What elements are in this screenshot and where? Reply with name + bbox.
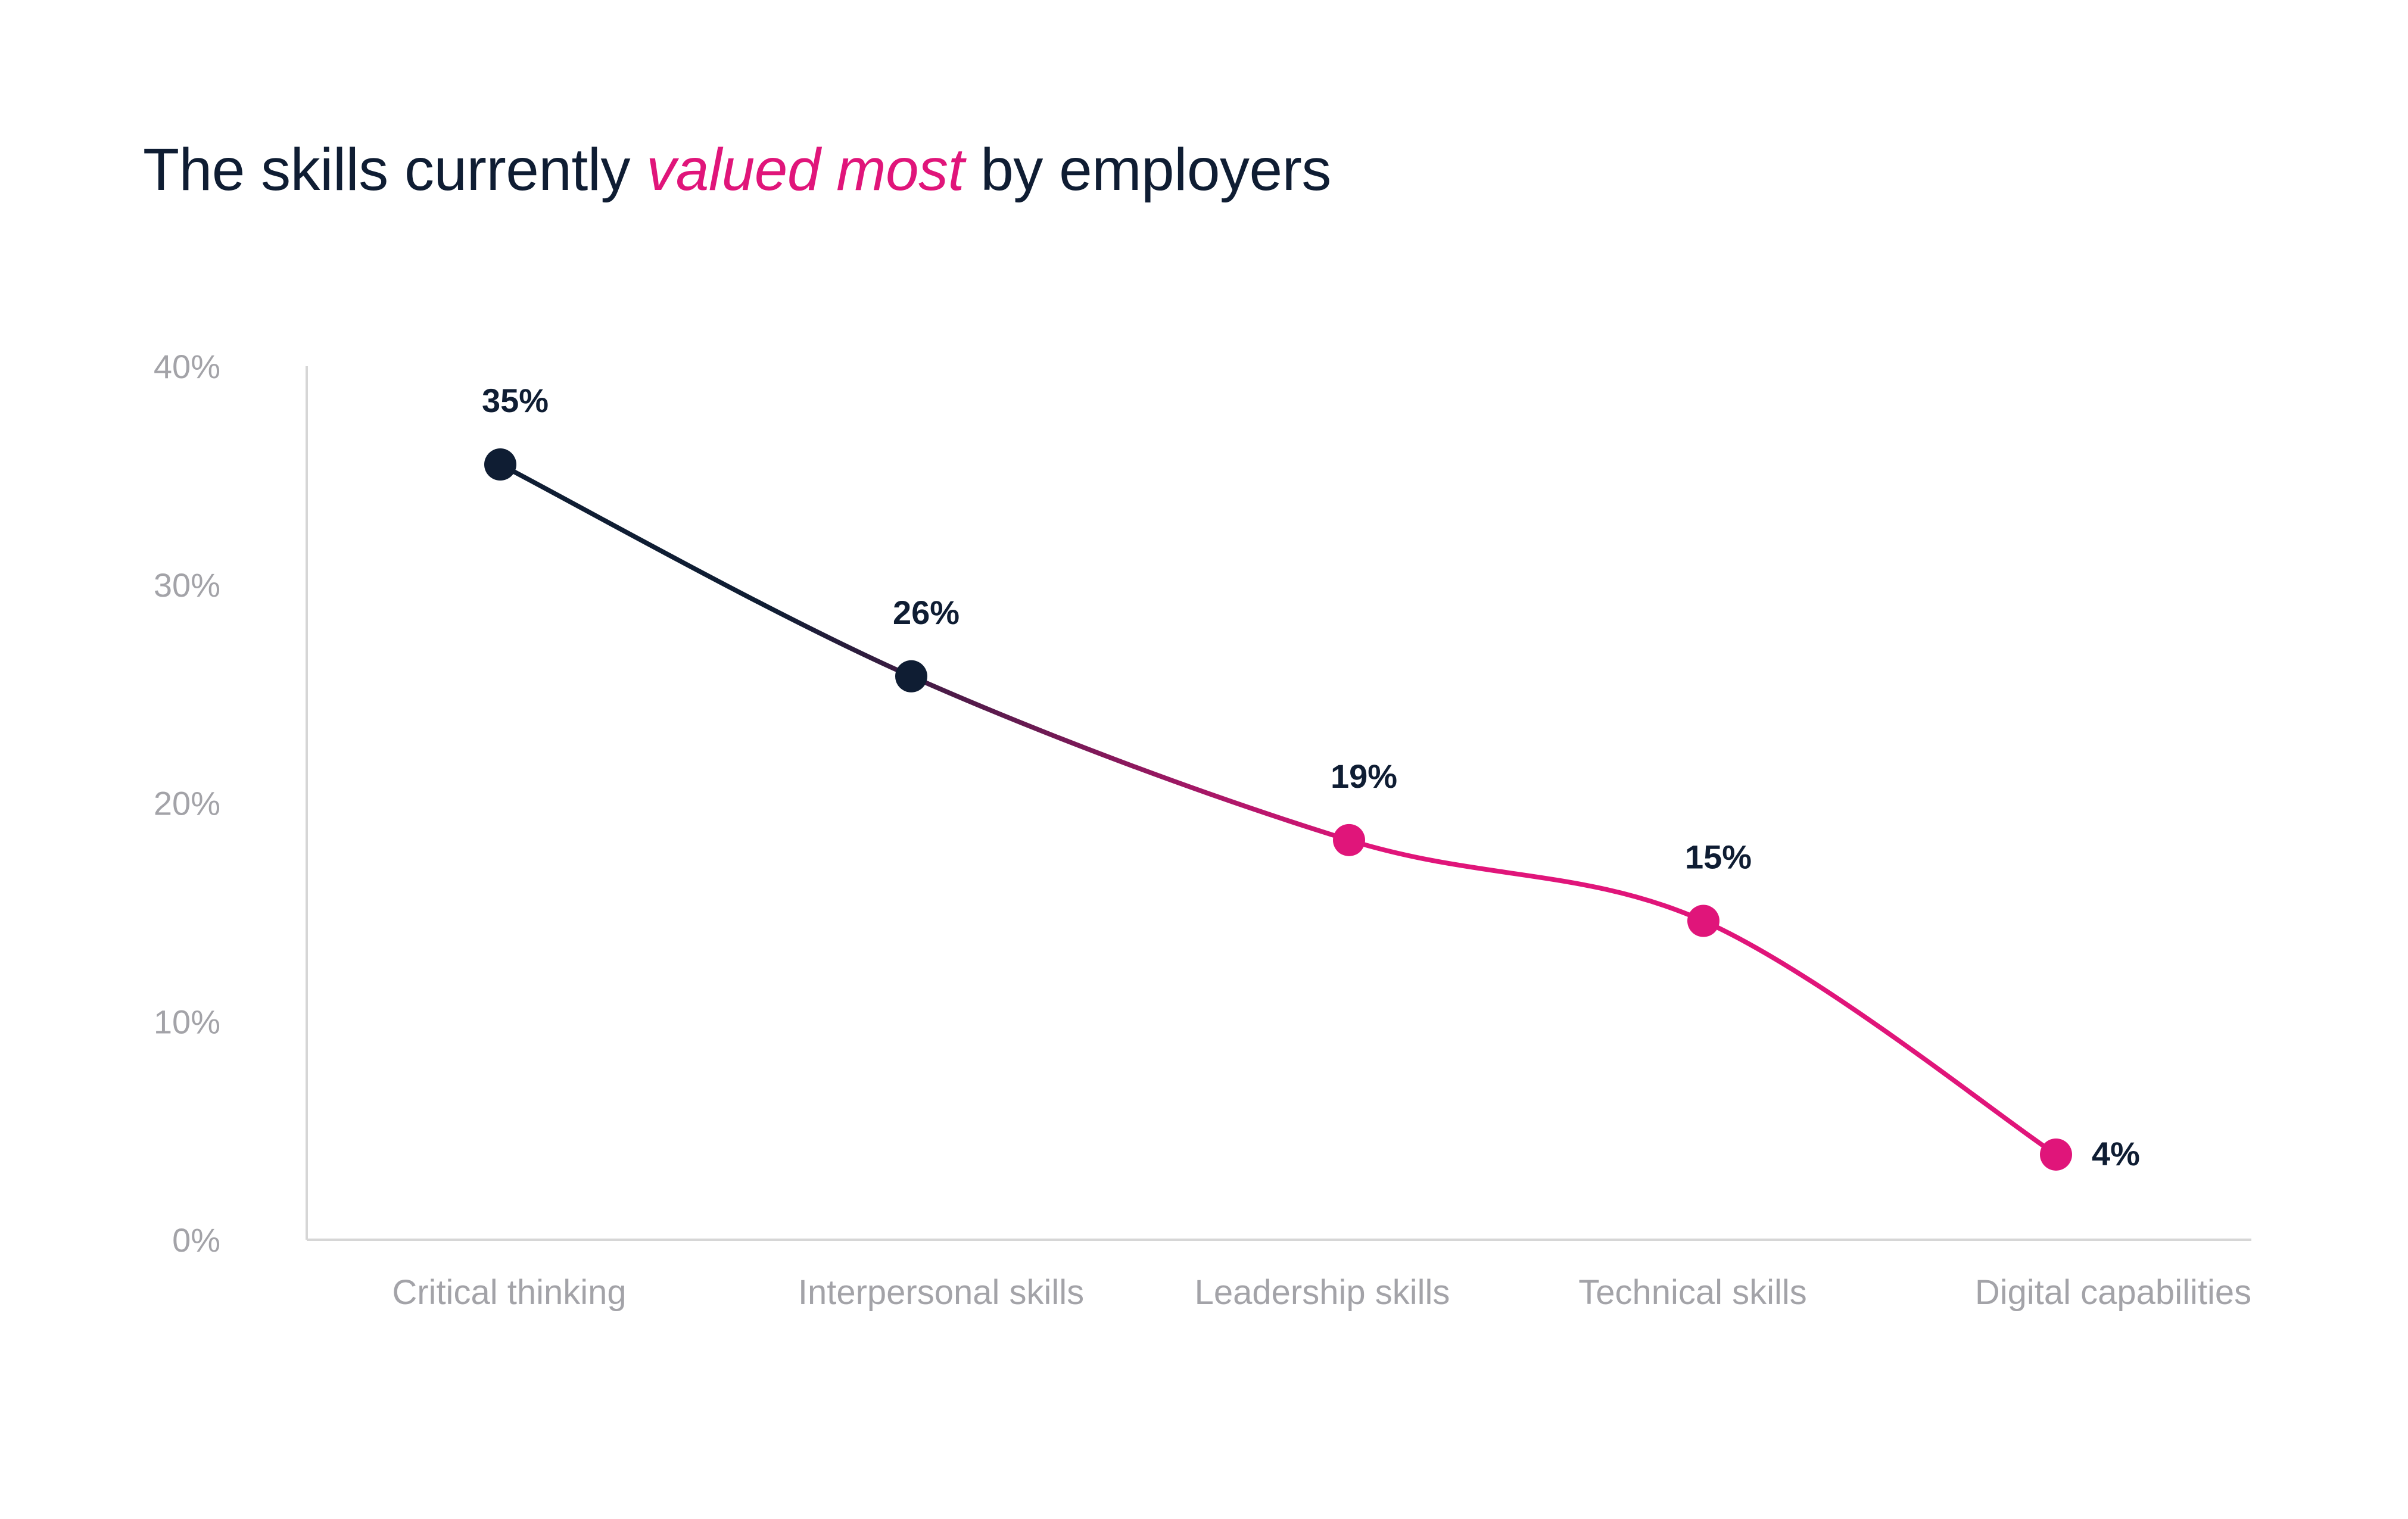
x-axis-ticks: Critical thinking Interpersonal skills Lea… [392,1273,2251,1312]
data-labels: 35% 26% 19% 15% 4% [482,382,2140,1172]
y-axis-ticks: 0% 10% 20% 30% 40% [154,348,220,1259]
data-label: 19% [1331,757,1397,795]
x-tick-label: Leadership skills [1195,1273,1450,1312]
x-tick-label: Digital capabilities [1975,1273,2251,1312]
y-tick-label: 40% [154,348,220,385]
data-point [484,448,516,481]
x-tick-label: Interpersonal skills [798,1273,1084,1312]
y-tick-label: 20% [154,785,220,822]
x-tick-label: Technical skills [1578,1273,1807,1312]
data-points [484,448,2072,1171]
data-label: 4% [2092,1135,2140,1172]
title-highlight: valued most [646,136,964,203]
data-point [2040,1138,2072,1171]
chart-title: The skills currently valued most by empl… [143,136,1331,204]
title-prefix: The skills currently [143,136,647,203]
data-label: 35% [482,382,549,419]
series-line-group [498,462,2058,1157]
y-tick-label: 10% [154,1003,220,1040]
data-label: 15% [1685,838,1752,876]
data-point [1333,824,1365,856]
data-point [1687,904,1719,937]
x-tick-label: Critical thinking [392,1273,626,1312]
title-suffix: by employers [964,136,1331,203]
series-line [498,462,2058,1157]
y-tick-label: 30% [154,566,220,604]
data-label: 26% [893,594,960,631]
data-point [895,660,927,693]
y-tick-label: 0% [172,1221,220,1259]
chart-axes [306,366,2251,1241]
